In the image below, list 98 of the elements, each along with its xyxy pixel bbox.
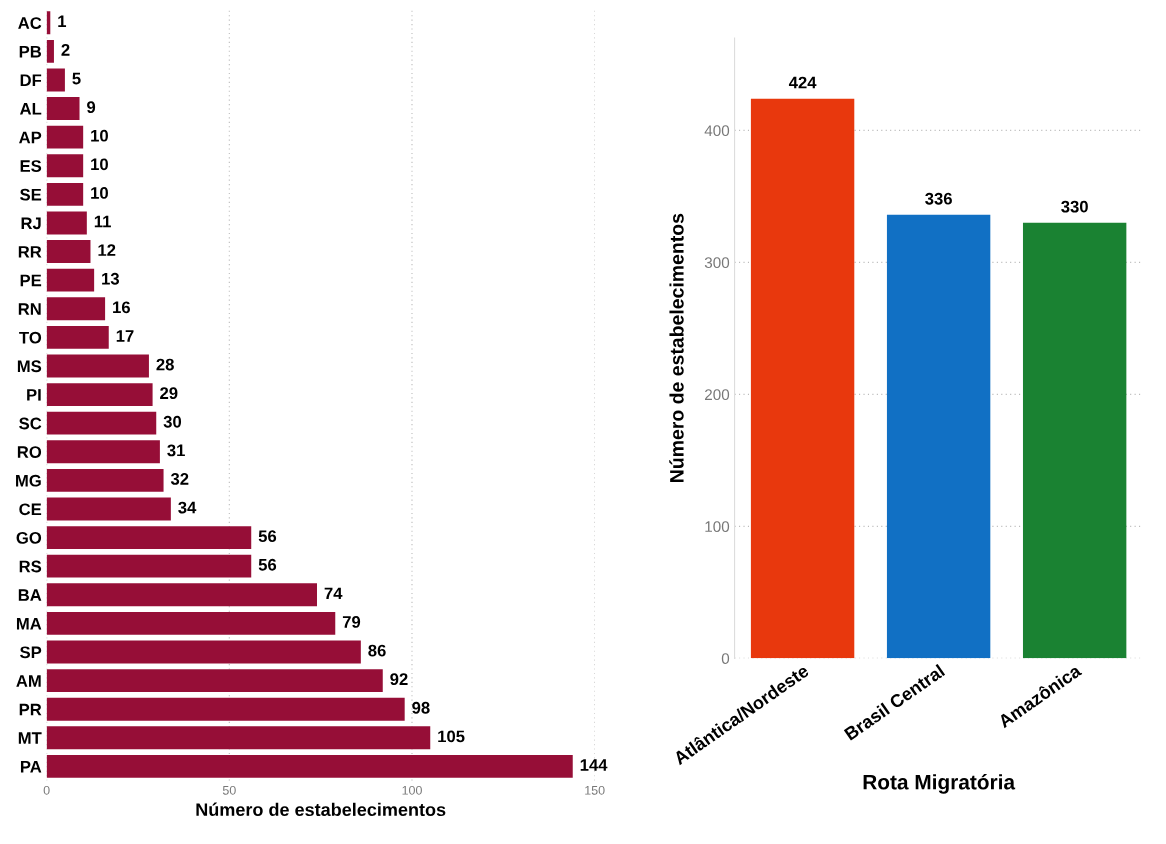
data-label: 1 [58,15,67,28]
data-label: 28 [156,358,174,371]
y-tick-label: RN [18,303,41,315]
y-tick-label: AM [16,675,41,687]
y-tick-label: GO [16,531,42,544]
y-tick-label: PB [19,45,42,58]
y-tick-label: CE [19,503,42,516]
y-tick-label: ES [20,160,42,172]
y-tick-label: MT [18,732,42,744]
x-axis-title: Rota Migratória [863,774,1016,794]
bar [46,440,160,464]
y-tick-label: RR [18,246,42,258]
y-tick-label: TO [19,331,42,344]
x-tick-label: 50 [222,785,236,795]
data-label: 5 [72,72,81,85]
y-tick-label: DF [20,74,42,86]
bar [46,411,157,435]
y-tick-label: 0 [721,653,730,665]
bar [46,468,164,492]
bar [750,98,855,659]
data-label: 11 [94,215,111,228]
y-tick-label: RS [19,560,42,573]
y-tick-label: SC [19,417,42,430]
y-tick-label: RJ [21,217,41,230]
data-label: 10 [91,158,108,171]
y-tick-label: SE [20,188,42,201]
data-label: 34 [178,501,197,514]
y-tick-label: SP [20,646,42,659]
bar [46,182,84,206]
y-tick-label: AL [19,103,42,115]
data-label: 29 [160,387,178,400]
y-tick-label: PI [27,389,41,401]
y-tick-label: RO [17,446,42,458]
bar [46,669,383,693]
y-tick-label: BA [18,589,42,601]
bar [46,125,84,149]
data-label: 16 [113,301,130,314]
y-tick-label: 300 [704,257,730,269]
data-label: 105 [438,730,465,743]
bar [46,383,153,407]
y-tick-label: PE [20,274,42,287]
bar [46,211,87,235]
bar [46,97,80,120]
bar [46,325,109,349]
data-label: 56 [258,530,277,543]
x-tick-label: 0 [43,785,50,795]
bar [46,726,431,750]
bar [46,240,91,263]
data-label: 79 [342,616,361,628]
y-tick-label: PR [19,703,42,716]
data-label: 32 [170,473,189,485]
data-label: 12 [98,244,116,256]
x-axis-title: Número de estabelecimentos [196,802,446,817]
data-label: 92 [390,673,408,686]
y-tick-label: MA [16,617,42,630]
data-label: 10 [91,129,108,142]
bar [46,268,95,292]
bar [46,497,171,521]
bar [1022,222,1127,659]
data-label: 10 [91,187,108,199]
bar [46,39,54,63]
bar [46,640,361,664]
bar [46,297,106,321]
bar [46,554,252,578]
y-tick-label: 200 [705,389,730,401]
data-label: 144 [580,759,608,771]
bar [46,154,84,178]
bar [46,526,252,550]
y-tick-label: AC [18,17,42,29]
y-tick-label: PA [20,760,42,773]
y-tick-label: AP [19,131,42,144]
y-tick-label: 400 [704,125,730,137]
bar [46,697,405,721]
data-label: 98 [412,701,430,714]
data-label: 13 [102,272,120,285]
bar [886,214,991,659]
y-axis-title: Número de estabelecimentos [669,213,684,482]
data-label: 56 [258,558,277,571]
data-label: 86 [368,644,386,657]
y-tick-label: 100 [705,521,730,533]
data-label: 336 [925,192,952,205]
bar [46,354,149,378]
y-tick-label: MG [16,474,41,487]
x-tick-label: 150 [585,785,605,795]
data-label: 17 [116,330,134,342]
data-label: 31 [167,444,185,457]
data-label: 9 [87,101,96,114]
bar [46,611,336,635]
data-label: 424 [788,76,817,89]
data-label: 330 [1061,200,1088,213]
data-label: 2 [61,44,70,56]
x-tick-label: 100 [402,785,422,795]
bar [46,754,573,778]
data-label: 30 [163,415,182,428]
bar [46,68,65,92]
y-tick-label: MS [17,360,42,373]
bar [46,583,317,607]
data-label: 74 [324,587,343,600]
